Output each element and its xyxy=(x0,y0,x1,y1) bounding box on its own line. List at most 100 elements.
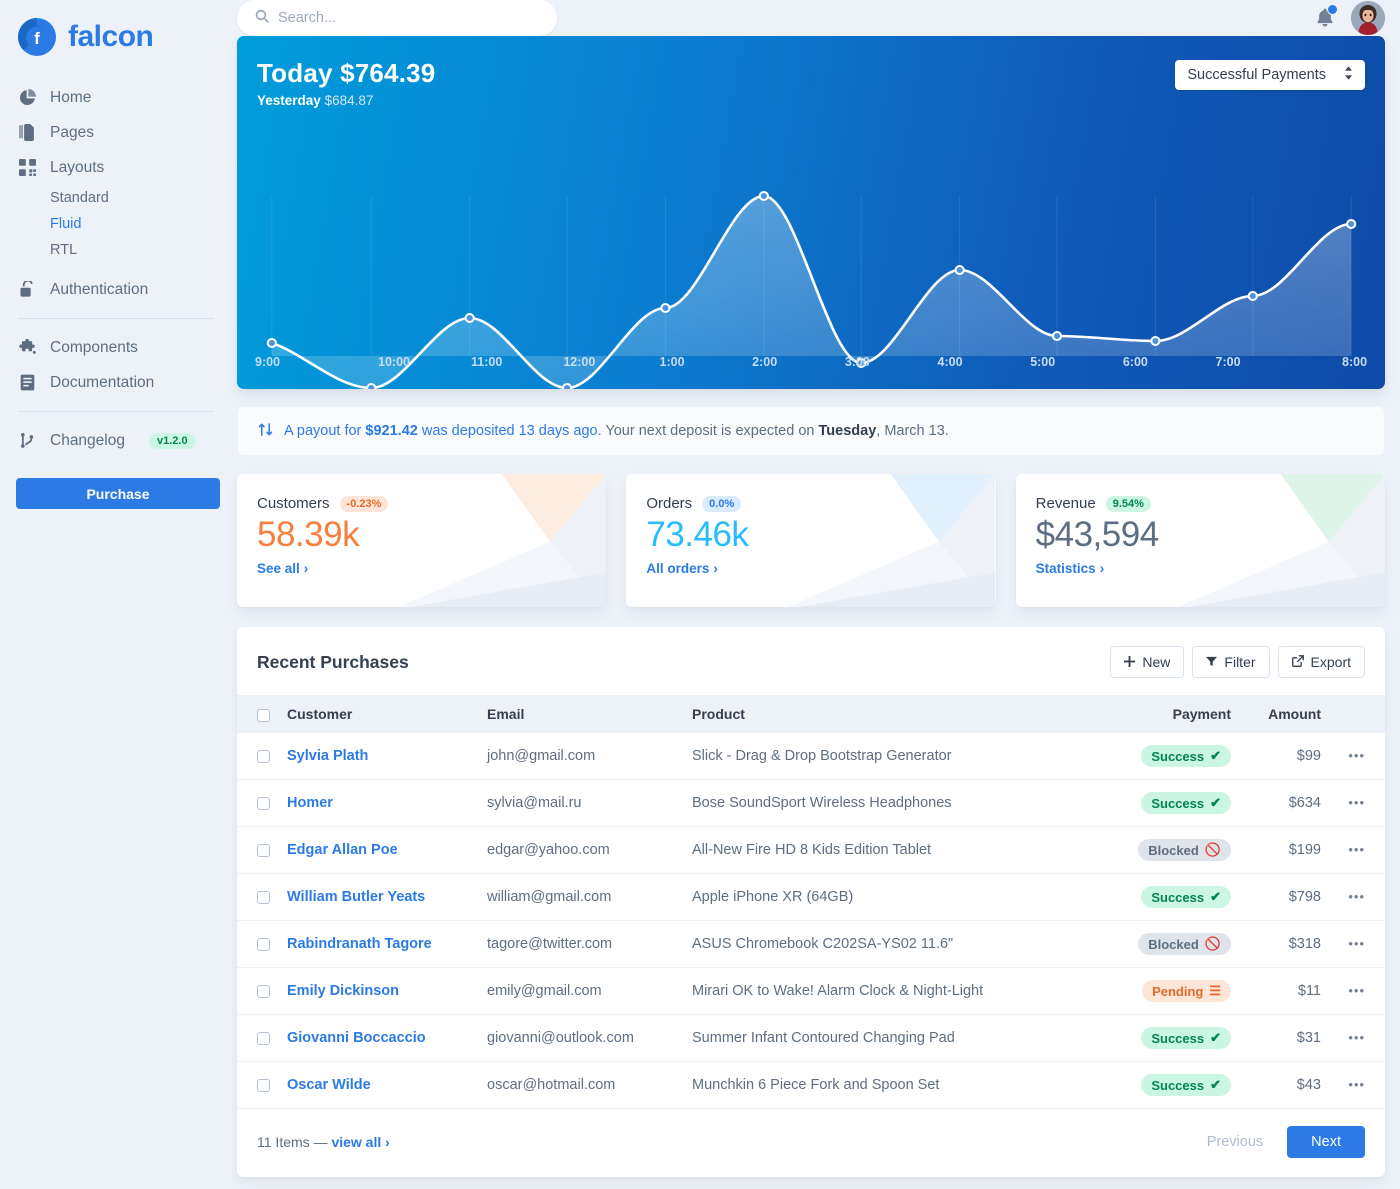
row-checkbox[interactable] xyxy=(257,796,270,810)
avatar[interactable] xyxy=(1351,1,1385,35)
sidebar-item-layouts[interactable]: Layouts xyxy=(16,150,216,185)
book-icon xyxy=(18,374,36,392)
sidebar-item-label: Authentication xyxy=(50,280,149,298)
table-row[interactable]: Edgar Allan Poe edgar@yahoo.com All-New … xyxy=(237,826,1385,874)
sidebar-item-changelog[interactable]: Changelog v1.2.0 xyxy=(16,423,216,458)
table-row[interactable]: Emily Dickinson emily@gmail.com Mirari O… xyxy=(237,967,1385,1015)
sidebar-item-components[interactable]: Components xyxy=(16,330,216,365)
table-head-row: Customer Email Product Payment Amount xyxy=(237,695,1385,733)
stat-link-see-all[interactable]: See all › xyxy=(257,561,308,576)
stat-change-badge: 9.54% xyxy=(1105,495,1151,512)
cell-amount: $634 xyxy=(1239,779,1329,827)
table-row[interactable]: Sylvia Plath john@gmail.com Slick - Drag… xyxy=(237,733,1385,780)
row-actions-icon[interactable]: ••• xyxy=(1348,1077,1365,1092)
row-actions-icon[interactable]: ••• xyxy=(1348,748,1365,763)
x-tick: 11:00 xyxy=(471,355,503,369)
stat-cards: Customers -0.23% 58.39k See all › xyxy=(237,474,1385,607)
cell-amount: $31 xyxy=(1239,1014,1329,1062)
row-actions-icon[interactable]: ••• xyxy=(1348,889,1365,904)
sidebar-subitem-rtl[interactable]: RTL xyxy=(16,237,216,263)
table-row[interactable]: Homer sylvia@mail.ru Bose SoundSport Wir… xyxy=(237,779,1385,827)
row-actions-icon[interactable]: ••• xyxy=(1348,842,1365,857)
customer-link[interactable]: Sylvia Plath xyxy=(287,748,369,764)
stat-card-revenue: Revenue 9.54% $43,594 Statistics › xyxy=(1015,474,1385,607)
select-all-cell xyxy=(237,695,279,733)
chevron-right-icon: › xyxy=(713,561,718,576)
cell-amount: $43 xyxy=(1239,1061,1329,1109)
brand-logo[interactable]: f falcon xyxy=(16,0,216,80)
search-input[interactable] xyxy=(278,10,539,26)
customer-link[interactable]: William Butler Yeats xyxy=(287,889,426,905)
svg-text:f: f xyxy=(34,29,40,48)
next-button[interactable]: Next xyxy=(1287,1126,1365,1158)
topbar xyxy=(232,0,1400,36)
purchase-button[interactable]: Purchase xyxy=(16,478,220,509)
sidebar-item-authentication[interactable]: Authentication xyxy=(16,272,216,307)
cell-email: edgar@yahoo.com xyxy=(479,826,684,874)
cell-amount: $199 xyxy=(1239,826,1329,874)
new-button[interactable]: New xyxy=(1110,646,1185,678)
export-button[interactable]: Export xyxy=(1277,646,1365,678)
row-checkbox[interactable] xyxy=(257,1078,270,1092)
card-decoration xyxy=(398,474,607,607)
chart-header: Today $764.39 Yesterday $684.87 xyxy=(257,58,435,108)
column-header-payment: Payment xyxy=(1172,706,1231,722)
copy-pages-icon xyxy=(18,124,36,142)
chart-x-axis: 9:00 10:00 11:00 12:00 1:00 2:00 3:00 4:… xyxy=(237,355,1385,369)
table-row[interactable]: William Butler Yeats william@gmail.com A… xyxy=(237,873,1385,921)
status-badge: Success ✔ xyxy=(1141,1027,1231,1049)
row-checkbox[interactable] xyxy=(257,843,270,857)
table-header: Recent Purchases New Filter xyxy=(237,627,1385,695)
row-checkbox[interactable] xyxy=(257,984,270,998)
sidebar-item-pages[interactable]: Pages xyxy=(16,115,216,150)
sidebar-item-label: Pages xyxy=(50,123,94,141)
row-actions-icon[interactable]: ••• xyxy=(1348,983,1365,998)
customer-link[interactable]: Giovanni Boccaccio xyxy=(287,1030,426,1046)
table-actions: New Filter xyxy=(1110,646,1365,678)
row-actions-icon[interactable]: ••• xyxy=(1348,1030,1365,1045)
bell-icon[interactable] xyxy=(1314,4,1338,29)
customer-link[interactable]: Emily Dickinson xyxy=(287,983,400,999)
customer-link[interactable]: Oscar Wilde xyxy=(287,1077,371,1093)
cell-product: All-New Fire HD 8 Kids Edition Tablet xyxy=(684,826,1109,874)
status-label: Success xyxy=(1151,1077,1205,1093)
row-checkbox[interactable] xyxy=(257,749,270,763)
area-chart xyxy=(266,191,1357,389)
stat-link-all-orders[interactable]: All orders › xyxy=(646,561,718,576)
row-checkbox[interactable] xyxy=(257,1031,270,1045)
stat-body: Orders 0.0% 73.46k All orders › xyxy=(626,474,995,599)
grid-layouts-icon xyxy=(18,159,36,177)
previous-button[interactable]: Previous xyxy=(1206,1134,1264,1150)
search-box[interactable] xyxy=(237,0,557,36)
sidebar-subitem-fluid[interactable]: Fluid xyxy=(16,211,216,237)
customer-link[interactable]: Homer xyxy=(287,795,333,811)
notice-amount: $921.42 xyxy=(365,423,418,439)
table-row[interactable]: Rabindranath Tagore tagore@twitter.com A… xyxy=(237,920,1385,968)
purchases-table: Customer Email Product Payment Amount Sy… xyxy=(237,695,1385,1109)
puzzle-icon xyxy=(18,339,36,357)
row-checkbox[interactable] xyxy=(257,890,270,904)
sidebar-item-documentation[interactable]: Documentation xyxy=(16,365,216,400)
row-actions-icon[interactable]: ••• xyxy=(1348,936,1365,951)
payments-select[interactable]: Successful Payments xyxy=(1175,60,1365,90)
select-all-checkbox[interactable] xyxy=(257,708,270,722)
cell-amount: $99 xyxy=(1239,733,1329,780)
x-tick: 6:00 xyxy=(1122,355,1148,369)
filter-button[interactable]: Filter xyxy=(1192,646,1270,678)
sidebar-subitem-label: Fluid xyxy=(50,216,82,232)
sidebar-divider-1 xyxy=(18,318,214,319)
sidebar-item-home[interactable]: Home xyxy=(16,80,216,115)
sidebar-subitem-standard[interactable]: Standard xyxy=(16,185,216,211)
column-header-amount: Amount xyxy=(1268,706,1321,722)
stat-link-statistics[interactable]: Statistics › xyxy=(1036,561,1105,576)
row-checkbox[interactable] xyxy=(257,937,270,951)
table-row[interactable]: Oscar Wilde oscar@hotmail.com Munchkin 6… xyxy=(237,1061,1385,1109)
table-row[interactable]: Giovanni Boccaccio giovanni@outlook.com … xyxy=(237,1014,1385,1062)
customer-link[interactable]: Edgar Allan Poe xyxy=(287,842,398,858)
view-all-link[interactable]: view all › xyxy=(331,1134,390,1150)
items-count: 11 Items — view all › xyxy=(257,1134,390,1150)
row-actions-icon[interactable]: ••• xyxy=(1348,795,1365,810)
view-all-label: view all xyxy=(331,1134,382,1150)
customer-link[interactable]: Rabindranath Tagore xyxy=(287,936,432,952)
funnel-icon xyxy=(1206,654,1218,670)
